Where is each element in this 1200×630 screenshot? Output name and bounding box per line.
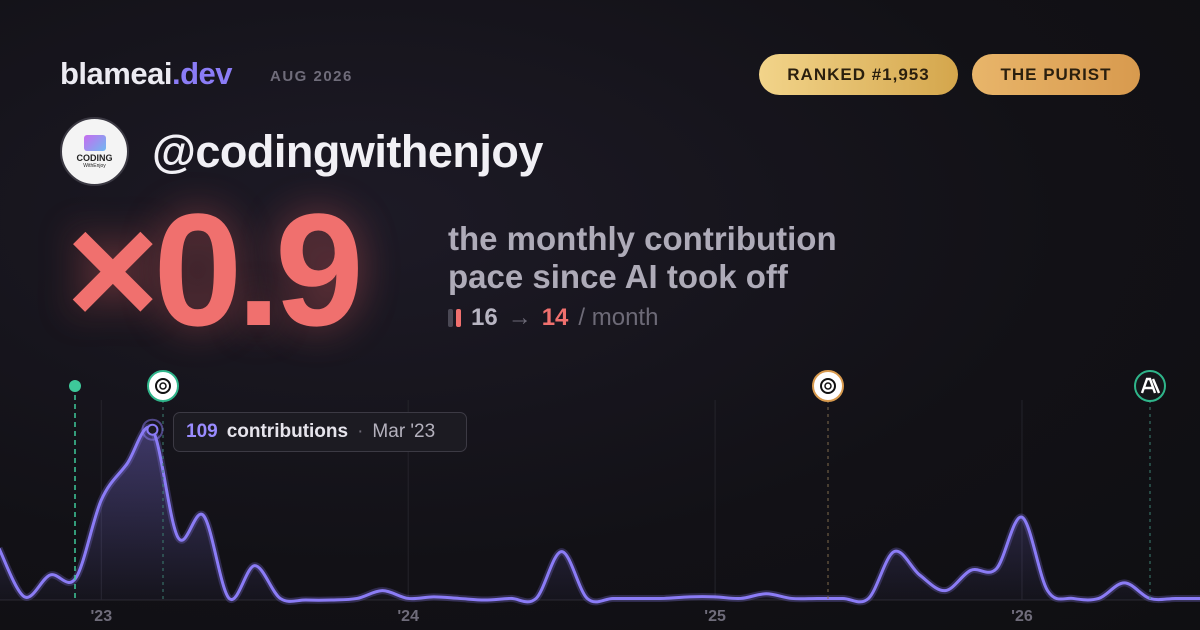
tooltip: 109 contributions · Mar '23: [173, 412, 467, 452]
brand-suffix: .dev: [171, 56, 233, 91]
x-tick-label: '23: [90, 608, 112, 625]
description-line: pace since AI took off: [448, 258, 788, 295]
type-badge: THE PURIST: [972, 54, 1140, 95]
rank-badge: RANKED #1,953: [759, 54, 958, 95]
openai-icon: [147, 370, 179, 402]
arrow: →: [507, 304, 532, 331]
tooltip-unit: contributions: [226, 421, 349, 442]
after: 14: [541, 304, 569, 331]
area: [0, 427, 1200, 602]
openai-icon: [812, 370, 844, 402]
pace: 16 → 14 / month: [448, 304, 658, 332]
peak-point: [146, 423, 159, 436]
date: AUG 2026: [270, 68, 353, 85]
handle: @codingwithenjoy: [152, 126, 543, 177]
description: the monthly contribution pace since AI to…: [448, 220, 837, 296]
pace-icon: [448, 309, 461, 327]
avatar-icon: [83, 134, 106, 151]
tooltip-label: Mar '23: [372, 421, 436, 442]
multiplier: ×0.9: [66, 180, 364, 359]
chart: '23 '24 '25 '26: [0, 370, 1200, 625]
description-line: the monthly contribution: [448, 220, 837, 257]
brand: blameai.dev: [60, 56, 232, 92]
tooltip-value: 109: [186, 421, 218, 442]
events: [69, 370, 1166, 600]
peak-halo: [141, 418, 164, 441]
anthropic-icon: [1134, 370, 1166, 402]
before: 16: [471, 304, 498, 331]
unit: / month: [578, 304, 659, 331]
avatar-text: CODING: [76, 152, 113, 163]
x-tick-label: '24: [397, 608, 419, 625]
avatar-text: WithEnjoy: [83, 162, 106, 169]
brand-name: blameai: [60, 56, 172, 91]
event-dot: [69, 380, 81, 392]
avatar: CODING WithEnjoy: [60, 117, 129, 186]
x-tick-label: '25: [704, 608, 726, 625]
tooltip-separator: ·: [357, 421, 364, 442]
line: [0, 425, 1200, 604]
x-tick-label: '26: [1011, 608, 1033, 625]
